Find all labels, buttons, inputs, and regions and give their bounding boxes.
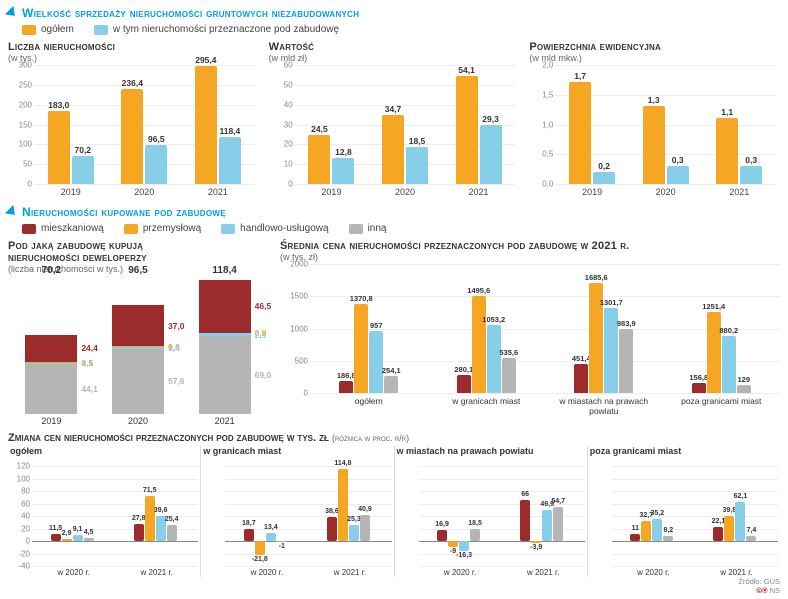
- legend-item: w tym nieruchomości przeznaczone pod zab…: [94, 24, 339, 35]
- change-panel: ogółem-40-2002040608010012011,52,99,14,5…: [8, 446, 201, 577]
- stacked-title1: Pod jaką zabudowę kupują: [8, 240, 268, 252]
- section1-charts: Liczba nieruchomości(w tys.)050100150200…: [8, 41, 780, 197]
- section1-legend: ogółem w tym nieruchomości przeznaczone p…: [22, 24, 780, 35]
- source: Źródło: GUS ©℗ NS: [8, 577, 780, 595]
- section2-title: Nieruchomości kupowane pod zabudowę: [8, 205, 780, 219]
- legend-item: mieszkaniową: [22, 223, 104, 234]
- bar-chart: Powierzchnia ewidencyjna(w mld mkw.)0,00…: [529, 41, 780, 197]
- stacked-title2: nieruchomości deweloperzy: [8, 252, 268, 264]
- avg-sub: (w tys. zł): [280, 252, 780, 262]
- legend-item: ogółem: [22, 24, 74, 35]
- section3-panels: ogółem-40-2002040608010012011,52,99,14,5…: [8, 446, 780, 577]
- bar-chart: Liczba nieruchomości(w tys.)050100150200…: [8, 41, 259, 197]
- change-panel: w miastach na prawach powiatu16,9-9-16,3…: [395, 446, 588, 577]
- stacked-chart: Pod jaką zabudowę kupują nieruchomości d…: [8, 240, 268, 426]
- change-panel: w granicach miast18,7-21,813,4-138,6114,…: [201, 446, 394, 577]
- section3-title: Zmiana cen nieruchomości przeznaczonych …: [8, 432, 780, 444]
- legend-item: inną: [349, 223, 387, 234]
- bar-chart: Wartość(w mld zł)0102030405060 24,5 12,8…: [269, 41, 520, 197]
- legend-item: przemysłową: [124, 223, 201, 234]
- avg-title: Średnia cena nieruchomości przeznaczonyc…: [280, 240, 780, 252]
- section1-title: Wielkość sprzedaży nieruchomości gruntow…: [8, 6, 780, 20]
- legend-item: handlowo-usługową: [221, 223, 328, 234]
- avg-chart: Średnia cena nieruchomości przeznaczonyc…: [280, 240, 780, 426]
- change-panel: poza granicami miast1132,735,28,222,139,…: [588, 446, 780, 577]
- section2-legend: mieszkaniową przemysłową handlowo-usługową…: [22, 223, 780, 234]
